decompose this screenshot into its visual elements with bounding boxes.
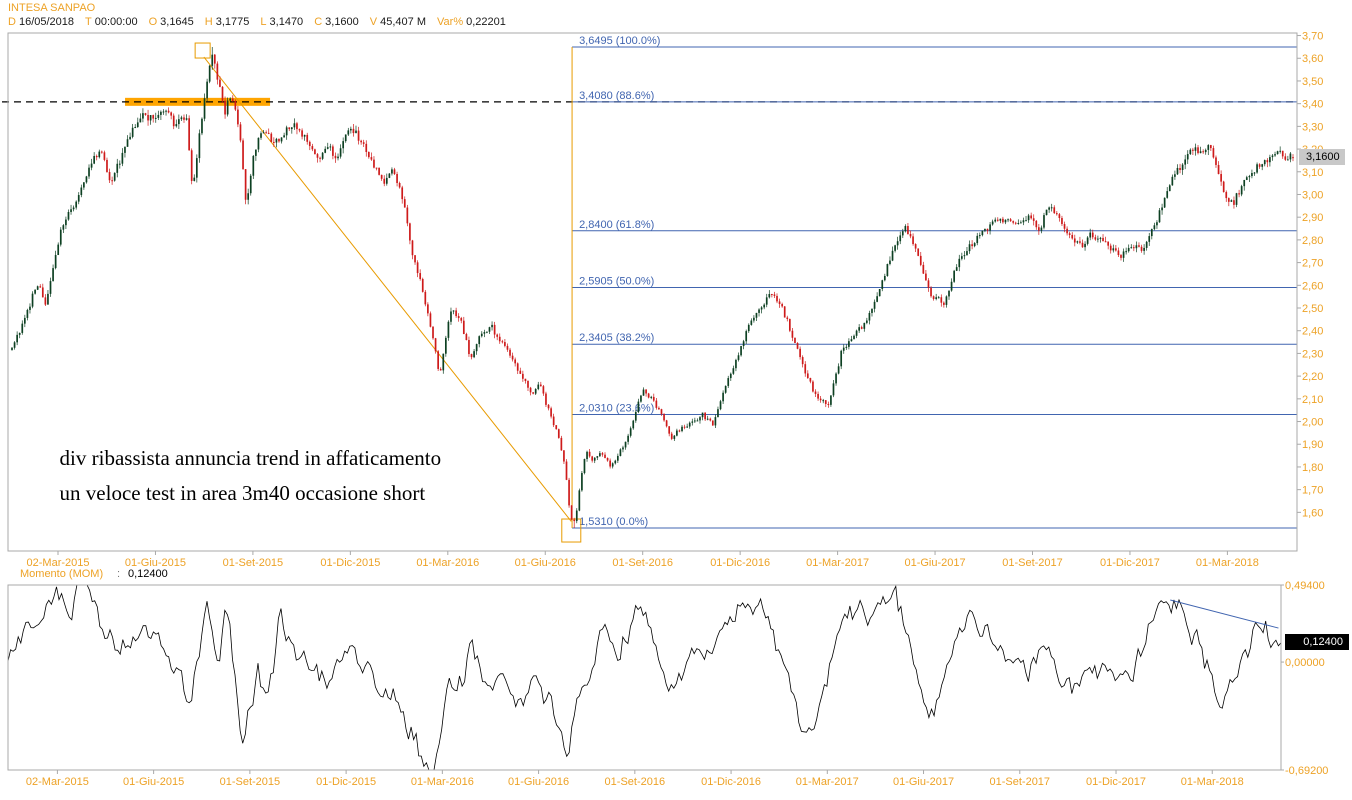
date-label: 01-Giu-2015 xyxy=(123,776,184,788)
date-label: 01-Dic-2016 xyxy=(701,776,761,788)
symbol-title: INTESA SANPAO xyxy=(8,2,96,14)
price-axis-label: 1,70 xyxy=(1302,485,1323,497)
price-axis-label: 3,00 xyxy=(1302,189,1323,201)
momentum-axis-label: -0,69200 xyxy=(1285,765,1328,777)
price-axis-label: 2,40 xyxy=(1302,326,1323,338)
fib-level-label: 1,5310 (0.0%) xyxy=(579,516,648,528)
fib-level-label: 3,4080 (88.6%) xyxy=(579,90,654,102)
price-axis-label: 2,80 xyxy=(1302,235,1323,247)
trend-start-marker[interactable] xyxy=(194,42,211,59)
date-label: 01-Mar-2017 xyxy=(806,557,869,569)
price-axis-label: 2,70 xyxy=(1302,258,1323,270)
quote-field-label: T xyxy=(85,16,92,28)
quote-field-label: Var% xyxy=(437,16,464,28)
date-label: 01-Giu-2017 xyxy=(893,776,954,788)
fib-level-label: 2,0310 (23.6%) xyxy=(579,402,654,414)
date-label: 01-Dic-2016 xyxy=(710,557,770,569)
date-label: 01-Set-2017 xyxy=(990,776,1051,788)
quote-field-value: 0,22201 xyxy=(466,16,506,28)
momentum-divergence-trendline[interactable] xyxy=(1170,599,1279,629)
fibonacci-retracement[interactable]: 3,6495 (100.0%) 3,4080 (88.6%) 2,8400 (61.… xyxy=(571,35,1297,529)
indicator-separator: : xyxy=(117,568,121,580)
main-plot-border xyxy=(7,32,1298,552)
date-label: 01-Set-2017 xyxy=(1002,557,1063,569)
annotation-line-2: un veloce test in area 3m40 occasione sh… xyxy=(59,480,426,505)
price-axis-label: 3,70 xyxy=(1302,31,1323,43)
fib-level-label: 3,6495 (100.0%) xyxy=(579,35,660,47)
quote-field-label: C xyxy=(314,16,323,28)
momentum-line xyxy=(7,584,1282,771)
quote-field-value: 3,1645 xyxy=(160,16,194,28)
price-axis-label: 1,60 xyxy=(1302,507,1323,519)
last-price-box: 3,1600 xyxy=(1299,149,1345,166)
quote-fields-row: D 16/05/2018 T 00:00:00 O 3,1645 H 3,1775 L 3,147… xyxy=(8,16,517,28)
price-axis-label: 2,90 xyxy=(1302,212,1323,224)
date-label: 02-Mar-2015 xyxy=(27,557,90,569)
momentum-axis: 0,49400 0,00000 -0,69200 xyxy=(1281,580,1328,777)
date-label: 01-Mar-2018 xyxy=(1196,557,1259,569)
quote-field-value: 00:00:00 xyxy=(94,16,138,28)
fib-level-label: 2,3405 (38.2%) xyxy=(579,332,654,344)
date-label: 01-Dic-2015 xyxy=(320,557,380,569)
quote-field-value: 3,1600 xyxy=(325,16,359,28)
quote-field-value: 16/05/2018 xyxy=(18,16,75,28)
date-label: 01-Mar-2016 xyxy=(416,557,479,569)
date-label: 01-Giu-2015 xyxy=(125,557,186,569)
date-label: 01-Set-2015 xyxy=(223,557,284,569)
annotation-line-1: div ribassista annuncia trend in affatic… xyxy=(59,445,442,470)
date-label: 02-Mar-2015 xyxy=(26,776,89,788)
quote-field-label: D xyxy=(8,16,16,28)
indicator-name: Momento (MOM) xyxy=(20,568,104,580)
price-axis-label: 2,30 xyxy=(1302,348,1323,360)
quote-field-value: 3,1775 xyxy=(215,16,250,28)
quote-header: INTESA SANPAO xyxy=(8,2,95,14)
quote-field-label: V xyxy=(369,16,378,28)
fib-level-label: 2,5905 (50.0%) xyxy=(579,275,654,287)
price-axis-label: 2,20 xyxy=(1302,371,1323,383)
date-label: 01-Dic-2015 xyxy=(316,776,376,788)
price-axis-label: 3,50 xyxy=(1302,76,1323,88)
trendline-segment xyxy=(203,56,572,522)
indicator-value: 0,12400 xyxy=(128,568,168,580)
price-axis-label: 2,50 xyxy=(1302,303,1323,315)
candles-series xyxy=(11,47,1294,529)
quote-field-label: L xyxy=(260,16,267,28)
date-label: 01-Giu-2016 xyxy=(508,776,569,788)
fib-level-label: 2,8400 (61.8%) xyxy=(579,219,654,231)
date-label: 01-Set-2016 xyxy=(612,557,673,569)
momentum-plot-border xyxy=(7,584,1282,771)
quote-field-label: H xyxy=(204,16,213,28)
date-label: 01-Set-2015 xyxy=(220,776,281,788)
trend-end-marker[interactable] xyxy=(561,518,582,543)
date-label: 01-Giu-2017 xyxy=(904,557,965,569)
momentum-axis-label: 0,49400 xyxy=(1285,580,1325,592)
price-axis-label: 3,30 xyxy=(1302,121,1323,133)
momentum-value-box: 0,12400 xyxy=(1285,633,1349,650)
price-axis-label: 2,60 xyxy=(1302,280,1323,292)
date-label: 01-Mar-2016 xyxy=(411,776,474,788)
price-axis-label: 3,40 xyxy=(1302,99,1323,111)
time-axis-main: 02-Mar-2015 01-Giu-2015 01-Set-2015 01-Dic-… xyxy=(27,551,1259,569)
price-axis-label: 2,00 xyxy=(1302,417,1323,429)
date-label: 01-Mar-2018 xyxy=(1181,776,1244,788)
date-label: 01-Set-2016 xyxy=(605,776,666,788)
price-axis: 3,703,603,503,403,303,203,103,002,902,80… xyxy=(1297,31,1323,519)
price-axis-label: 1,90 xyxy=(1302,439,1323,451)
price-axis-label: 3,10 xyxy=(1302,167,1323,179)
date-label: 01-Giu-2016 xyxy=(515,557,576,569)
price-axis-label: 1,80 xyxy=(1302,462,1323,474)
quote-field-value: 3,1470 xyxy=(269,16,304,28)
date-label: 01-Dic-2017 xyxy=(1100,557,1160,569)
quote-field-label: O xyxy=(148,16,158,28)
quote-field-value: 45,407 M xyxy=(380,16,427,28)
date-label: 01-Dic-2017 xyxy=(1086,776,1146,788)
chart-annotation-text[interactable]: div ribassista annuncia trend in affatic… xyxy=(60,441,442,511)
momentum-axis-label: 0,00000 xyxy=(1285,657,1325,669)
time-axis-momentum: 02-Mar-2015 01-Giu-2015 01-Set-2015 01-Dic-… xyxy=(26,770,1244,788)
price-axis-label: 3,60 xyxy=(1302,53,1323,65)
date-label: 01-Mar-2017 xyxy=(796,776,859,788)
price-axis-label: 2,10 xyxy=(1302,394,1323,406)
